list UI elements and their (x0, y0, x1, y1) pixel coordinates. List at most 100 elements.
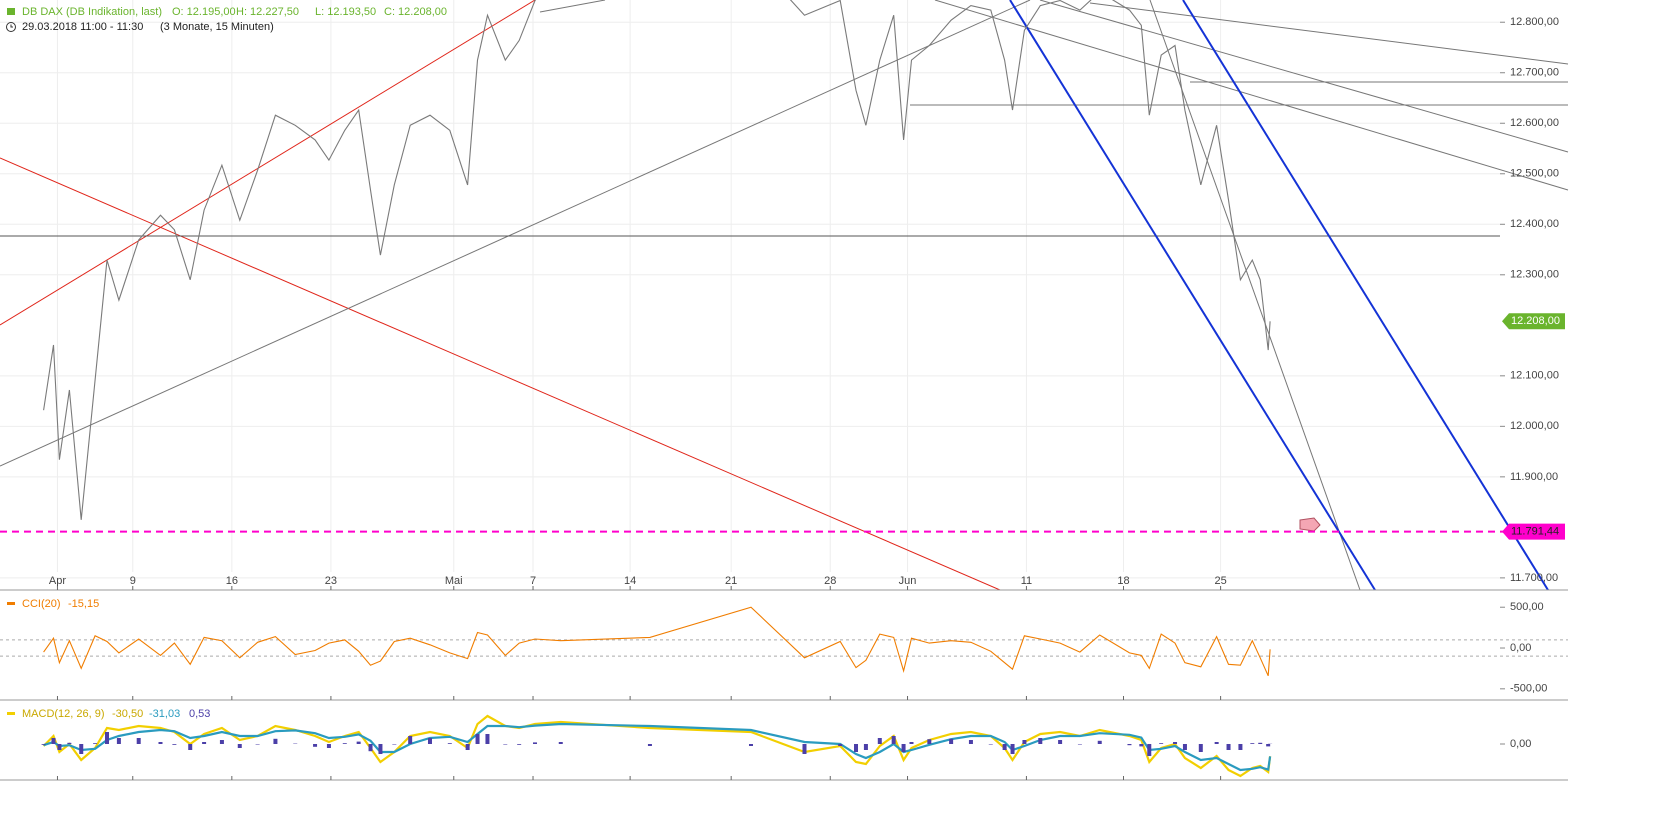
histogram-bar (1258, 742, 1263, 744)
pane-title: MACD(12, 26, 9) (22, 708, 105, 720)
x-tick-label: 18 (1117, 575, 1129, 587)
series-line (42, 714, 1272, 778)
histogram-bar (949, 738, 954, 744)
histogram-bar (854, 744, 859, 752)
x-tick-label: 21 (725, 575, 737, 587)
histogram-bar (172, 744, 177, 745)
histogram-bar (465, 744, 470, 750)
histogram-bar (51, 738, 56, 744)
histogram-bar (188, 744, 193, 750)
trend-line (0, 0, 1031, 467)
channel-line (1009, 0, 1376, 591)
histogram-bar (1182, 744, 1187, 750)
histogram-bar (342, 743, 347, 744)
histogram-bar (558, 742, 563, 744)
trend-line (1149, 0, 1361, 590)
x-tick-label: 25 (1214, 575, 1226, 587)
trend-line (539, 0, 606, 13)
histogram-bar (748, 744, 753, 746)
alert-arrow (1299, 517, 1321, 532)
histogram-bar (485, 734, 490, 744)
y-tick-label: 0,00 (1510, 642, 1531, 654)
x-tick-label: 9 (130, 575, 136, 587)
pane-title: CCI(20) (22, 598, 61, 610)
y-tick-label: 12.300,00 (1510, 269, 1559, 281)
histogram-bar (116, 738, 121, 744)
ohlc: O: 12.195,00 (172, 6, 236, 18)
y-tick-label: 12.800,00 (1510, 16, 1559, 28)
clock-icon (6, 22, 16, 32)
period: (3 Monate, 15 Minuten) (160, 21, 274, 33)
last-value: -15,15 (68, 598, 99, 610)
last-value: -31,03 (149, 708, 180, 720)
histogram-bar (1238, 744, 1243, 750)
histogram-bar (802, 744, 807, 754)
histogram-bar (447, 743, 452, 744)
y-tick-label: 12.100,00 (1510, 370, 1559, 382)
histogram-bar (647, 744, 652, 746)
subtitle: 29.03.2018 11:00 - 11:30 (22, 21, 143, 33)
series-line (43, 0, 1271, 520)
trend-lines-right (910, 0, 1569, 591)
channel-line (1182, 0, 1549, 591)
x-tick-label: 16 (226, 575, 238, 587)
histogram-bar (503, 744, 508, 745)
histogram-bar (1198, 744, 1203, 752)
x-tick-label: 11 (1021, 575, 1032, 587)
histogram-bar (1022, 740, 1027, 744)
histogram-bar (237, 744, 242, 748)
histogram-bar (313, 744, 318, 747)
y-tick-label: 12.500,00 (1510, 168, 1559, 180)
series-line (43, 722, 1272, 772)
histogram-bar (517, 744, 522, 745)
histogram-bar (202, 742, 207, 744)
histogram-bar (273, 738, 278, 744)
x-tick-label: 23 (325, 575, 337, 587)
histogram-bar (392, 744, 397, 745)
trend-line (0, 0, 536, 326)
x-tick-label: Apr (49, 575, 66, 587)
legend-icon (7, 602, 15, 605)
histogram-bar (475, 734, 480, 744)
histogram-bar (877, 738, 882, 744)
x-tick-label: Jun (899, 575, 917, 587)
y-tick-label: -500,00 (1510, 683, 1547, 695)
histogram-bar (105, 732, 110, 744)
histogram-bar (1250, 743, 1255, 744)
legend-icon (7, 8, 15, 15)
last-value: 0,53 (189, 708, 210, 720)
ohlc: L: 12.193,50 (315, 6, 376, 18)
histogram-bar (838, 744, 843, 746)
ohlc: C: 12.208,00 (384, 6, 447, 18)
histogram-bar (1173, 742, 1178, 744)
histogram-bar (158, 742, 163, 744)
grid-layer (0, 0, 1500, 579)
histogram-bar (1147, 744, 1152, 756)
histogram-bar (1266, 744, 1271, 747)
histogram-bar (326, 744, 331, 748)
histogram-bar (891, 736, 896, 744)
ohlc: H: 12.227,50 (236, 6, 299, 18)
histogram-bar (136, 738, 141, 744)
y-tick-label: 12.600,00 (1510, 117, 1559, 129)
histogram-bar (219, 740, 224, 744)
histogram-bar (863, 744, 868, 750)
price-tag-label: 11.791,44 (1511, 526, 1559, 538)
histogram-bar (1127, 744, 1132, 746)
trend-line (0, 157, 1001, 590)
price-tag (1502, 523, 1565, 540)
histogram-bar (427, 738, 432, 744)
histogram-bar (57, 744, 62, 750)
histogram-bar (356, 741, 361, 744)
y-tick-label: 12.400,00 (1510, 218, 1559, 230)
chart-title: DB DAX (DB Indikation, last) (22, 6, 162, 18)
histogram-bar (1139, 744, 1144, 747)
histogram-bar (41, 744, 46, 745)
histogram-bar (378, 744, 383, 754)
trend-line (1039, 0, 1569, 153)
y-tick-label: 0,00 (1510, 738, 1531, 750)
histogram-bar (1058, 740, 1063, 744)
trend-line (1089, 2, 1569, 65)
